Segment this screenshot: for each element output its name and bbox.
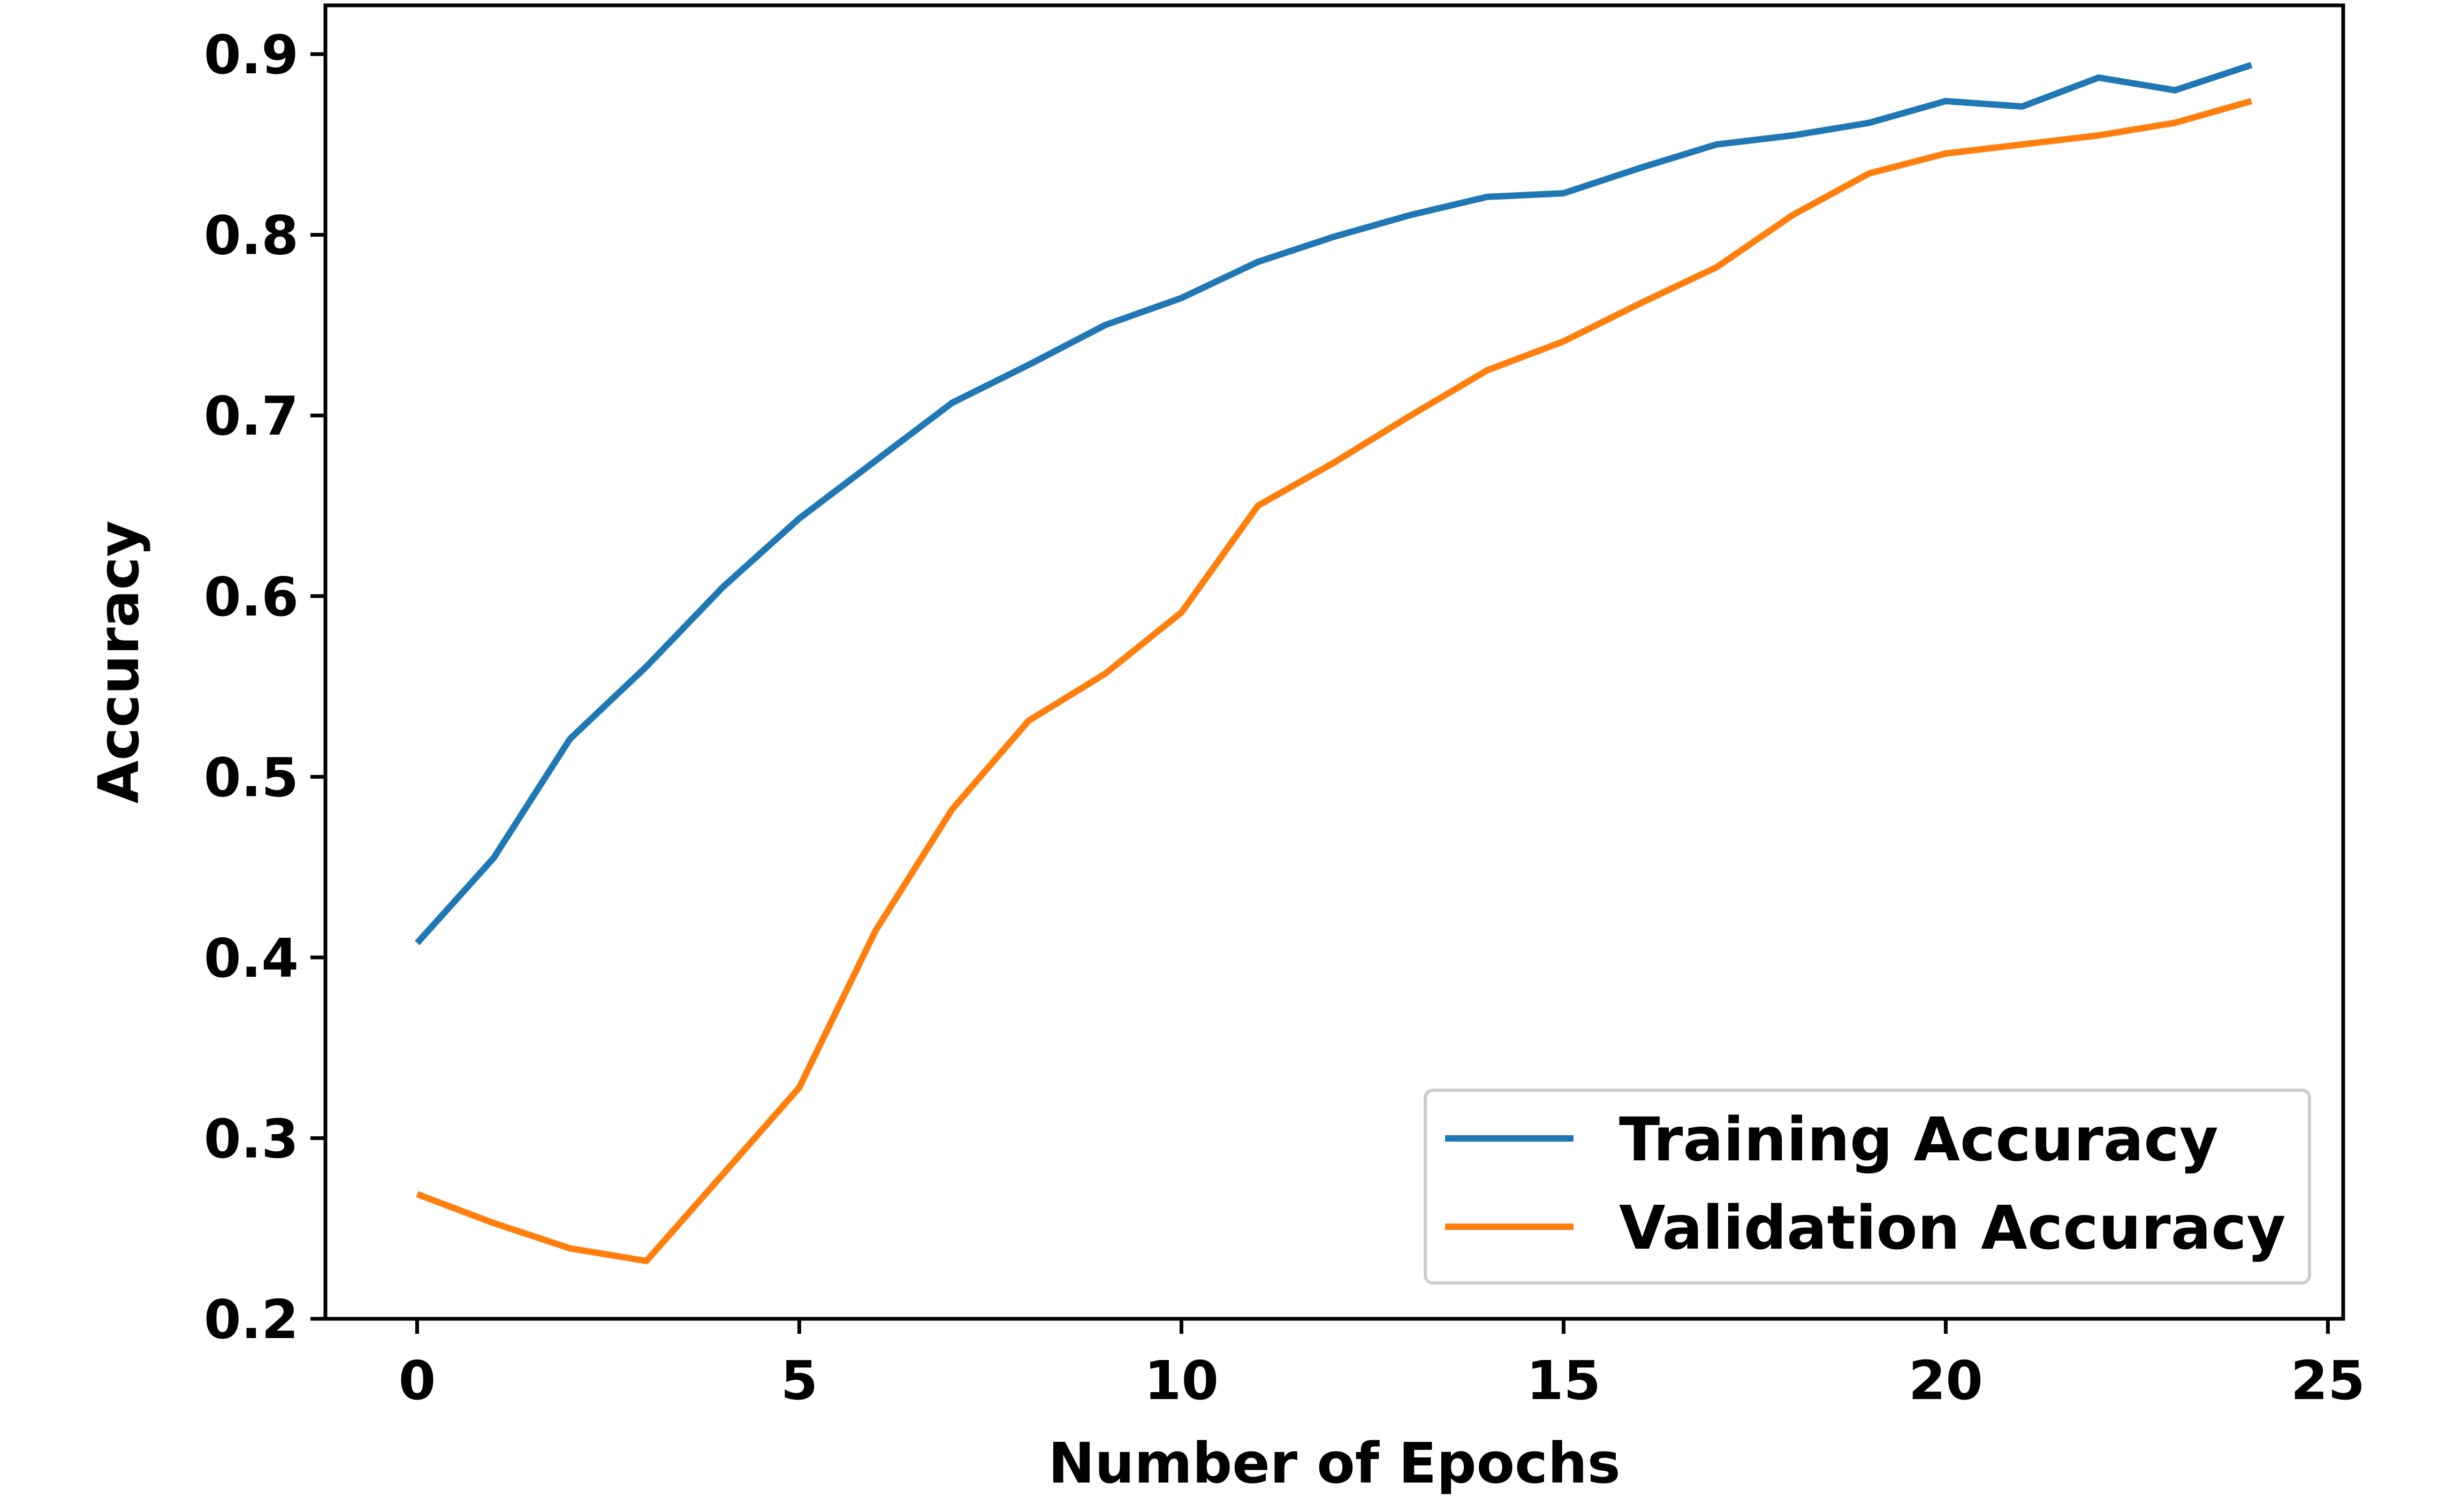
- series-line-training: [414, 62, 2253, 945]
- y-tick-label: 0.4: [204, 927, 299, 990]
- x-tick-label: 20: [1909, 1349, 1983, 1412]
- y-tick-label: 0.5: [204, 746, 299, 809]
- y-tick-label: 0.2: [204, 1288, 299, 1351]
- legend: Training Accuracy Validation Accuracy: [1424, 1089, 2311, 1285]
- x-tick-label: 5: [781, 1349, 818, 1412]
- x-tick-label: 0: [399, 1349, 436, 1412]
- x-tick-label: 25: [2291, 1349, 2365, 1412]
- x-tick-label: 10: [1144, 1349, 1219, 1412]
- x-tick-label: 15: [1526, 1349, 1601, 1412]
- x-axis-label: Number of Epochs: [1048, 1431, 1620, 1496]
- legend-label-training: Training Accuracy: [1619, 1105, 2218, 1175]
- legend-label-validation: Validation Accuracy: [1619, 1194, 2286, 1263]
- y-tick-label: 0.3: [204, 1107, 299, 1170]
- series-layer: [414, 62, 2253, 1264]
- series-line-validation: [416, 98, 2253, 1264]
- legend-box: [1424, 1089, 2311, 1285]
- plot-frame: [323, 3, 2345, 1321]
- y-axis-label: Accuracy: [86, 521, 151, 804]
- y-tick-label: 0.6: [204, 566, 299, 628]
- ticks-layer: 0 5 10 15 20 25 0.2 0.3 0.4 0.5 0.6 0.7 0.8 0.9: [204, 24, 2365, 1412]
- y-tick-label: 0.7: [204, 385, 299, 447]
- y-tick-label: 0.9: [204, 24, 299, 86]
- y-tick-label: 0.8: [204, 204, 299, 267]
